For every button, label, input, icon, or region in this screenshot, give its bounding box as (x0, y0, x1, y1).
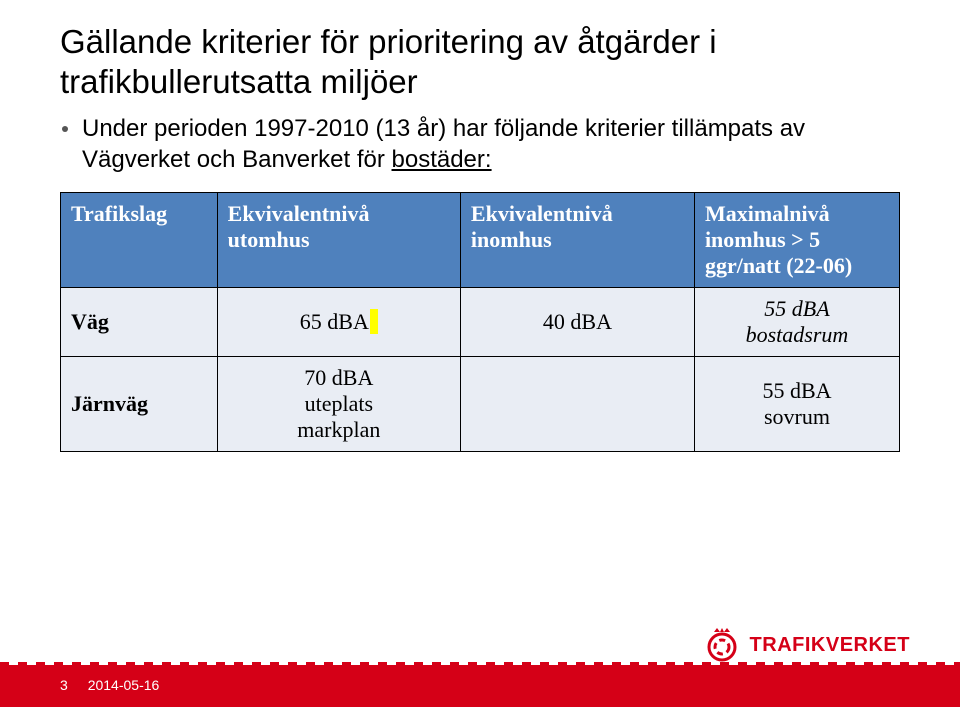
row-label: Väg (61, 287, 218, 356)
page-meta: 3 2014-05-16 (60, 677, 159, 693)
row-label: Järnväg (61, 356, 218, 451)
col-header-ekv-utomhus: Ekvivalentnivå utomhus (217, 192, 460, 287)
col-header-line: Ekvivalentnivå (228, 201, 450, 227)
criteria-table: Trafikslag Ekvivalentnivå utomhus Ekviva… (60, 192, 900, 452)
bullet-underlined: bostäder: (392, 146, 492, 173)
cell-text: 65 dBA (300, 309, 369, 334)
col-header-line: ggr/natt (22-06) (705, 253, 889, 279)
cell-value: 40 dBA (460, 287, 694, 356)
brand-logo: TRAFIKVERKET (704, 627, 910, 663)
col-header-trafikslag: Trafikslag (61, 192, 218, 287)
col-header-ekv-inomhus: Ekvivalentnivå inomhus (460, 192, 694, 287)
cell-line: 70 dBA (304, 365, 373, 390)
table-row: Järnväg 70 dBA uteplats markplan 55 dBA … (61, 356, 900, 451)
table-header-row: Trafikslag Ekvivalentnivå utomhus Ekviva… (61, 192, 900, 287)
bullet-text: Under perioden 1997-2010 (13 år) har föl… (82, 113, 900, 175)
crown-circle-icon (704, 627, 740, 663)
cell-value: 55 dBA bostadsrum (694, 287, 899, 356)
page-title: Gällande kriterier för prioritering av å… (60, 22, 900, 101)
page-date: 2014-05-16 (88, 677, 160, 693)
cell-line: 55 dBA (764, 296, 829, 321)
cell-line: uteplats (305, 391, 373, 416)
cell-value: 65 dBA (217, 287, 460, 356)
col-header-line: Maximalnivå (705, 201, 889, 227)
table-row: Väg 65 dBA 40 dBA 55 dBA bostadsrum (61, 287, 900, 356)
cell-line: markplan (297, 417, 380, 442)
bullet-item: Under perioden 1997-2010 (13 år) har föl… (60, 113, 900, 175)
cell-line: sovrum (764, 404, 830, 429)
slide: Gällande kriterier för prioritering av å… (0, 0, 960, 707)
cell-line: 55 dBA (762, 378, 831, 403)
cell-value (460, 356, 694, 451)
footer-red-bar: 3 2014-05-16 (0, 665, 960, 707)
col-header-max-inomhus: Maximalnivå inomhus > 5 ggr/natt (22-06) (694, 192, 899, 287)
cell-value: 70 dBA uteplats markplan (217, 356, 460, 451)
col-header-line: inomhus (471, 227, 684, 253)
brand-text: TRAFIKVERKET (750, 634, 910, 657)
page-number: 3 (60, 677, 68, 693)
col-header-line: inomhus > 5 (705, 227, 889, 253)
footer: TRAFIKVERKET 3 2014-05-16 (0, 629, 960, 707)
cell-line: bostadsrum (746, 322, 849, 347)
col-header-line: utomhus (228, 227, 450, 253)
bullet-dot-icon (62, 126, 68, 132)
cell-value: 55 dBA sovrum (694, 356, 899, 451)
highlight-icon (370, 309, 378, 333)
content-area: Gällande kriterier för prioritering av å… (0, 0, 960, 452)
col-header-line: Ekvivalentnivå (471, 201, 684, 227)
